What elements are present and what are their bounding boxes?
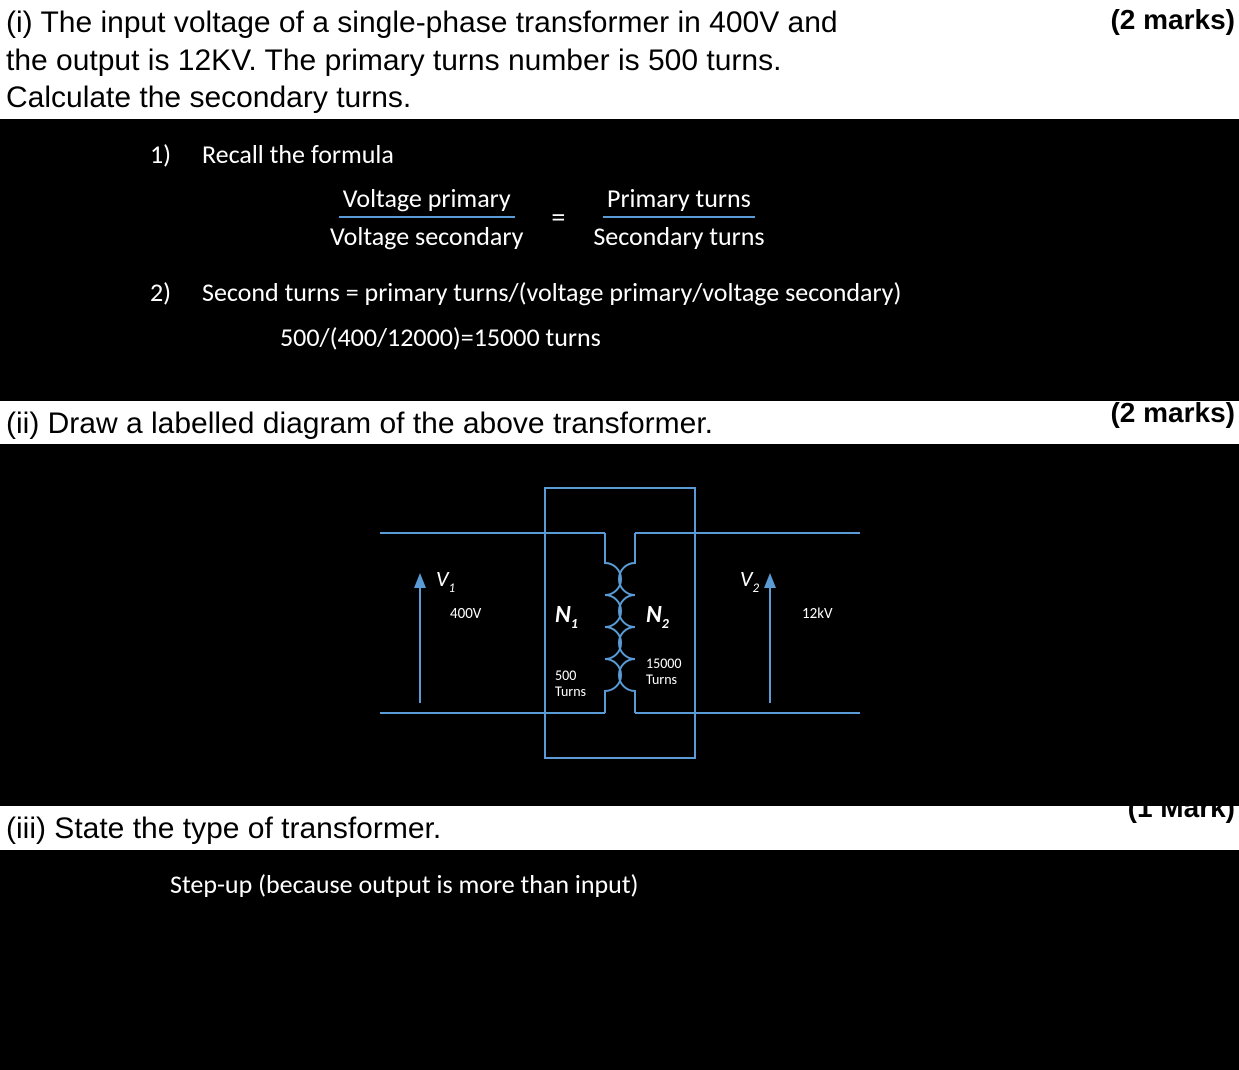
v2-arrow-head: [764, 573, 776, 588]
v1-value: 400V: [450, 605, 482, 623]
question-iii-marks: (1 Mark): [1128, 790, 1235, 825]
question-iii-box: (iii) State the type of transformer. (1 …: [0, 806, 1239, 850]
question-i-line2: the output is 12KV. The primary turns nu…: [6, 42, 1233, 80]
question-ii-box: (ii) Draw a labelled diagram of the abov…: [0, 401, 1239, 445]
question-i-line1: (i) The input voltage of a single-phase …: [6, 4, 1233, 42]
formula-right-denominator: Secondary turns: [593, 218, 764, 253]
step-1-number: 1): [150, 137, 180, 172]
formula: Voltage primary Voltage secondary = Prim…: [330, 182, 1239, 253]
primary-coil: [605, 533, 621, 713]
solution-i: 1) Recall the formula Voltage primary Vo…: [0, 119, 1239, 373]
formula-right-fraction: Primary turns Secondary turns: [593, 182, 764, 253]
step-1-text: Recall the formula: [202, 137, 394, 172]
question-i-marks: (2 marks): [1110, 2, 1235, 37]
n1-turns-1: 500: [555, 667, 576, 684]
step-2-text: Second turns = primary turns/(voltage pr…: [202, 275, 901, 310]
formula-left-denominator: Voltage secondary: [330, 218, 523, 253]
n1-symbol: N1: [555, 600, 578, 632]
n2-turns-1: 15000: [646, 655, 681, 672]
secondary-coil: [619, 533, 635, 713]
question-i-box: (i) The input voltage of a single-phase …: [0, 0, 1239, 119]
formula-left-fraction: Voltage primary Voltage secondary: [330, 182, 523, 253]
question-i-line3: Calculate the secondary turns.: [6, 79, 1233, 117]
step-2-number: 2): [150, 275, 180, 310]
v2-symbol: V2: [740, 565, 759, 596]
step-2-calc: 500/(400/12000)=15000 turns: [280, 320, 1239, 355]
v1-symbol: V1: [436, 565, 455, 596]
n2-turns-2: Turns: [646, 671, 677, 688]
solution-iii: Step-up (because output is more than inp…: [0, 850, 1239, 900]
formula-right-numerator: Primary turns: [603, 182, 755, 219]
v1-arrow-head: [414, 573, 426, 588]
question-iii-text: (iii) State the type of transformer.: [6, 812, 441, 845]
question-ii-marks: (2 marks): [1110, 395, 1235, 430]
transformer-svg: V1 400V N1 500 Turns N2 15000 Turns V2 1…: [340, 468, 900, 778]
n1-turns-2: Turns: [555, 683, 586, 700]
formula-equals: =: [551, 198, 565, 236]
step-1: 1) Recall the formula: [150, 137, 1239, 172]
formula-left-numerator: Voltage primary: [339, 182, 515, 219]
n2-symbol: N2: [646, 600, 670, 632]
transformer-diagram: V1 400V N1 500 Turns N2 15000 Turns V2 1…: [0, 444, 1239, 806]
question-ii-text: (ii) Draw a labelled diagram of the abov…: [6, 407, 713, 440]
v2-value: 12kV: [802, 605, 833, 623]
step-2: 2) Second turns = primary turns/(voltage…: [150, 275, 1239, 310]
